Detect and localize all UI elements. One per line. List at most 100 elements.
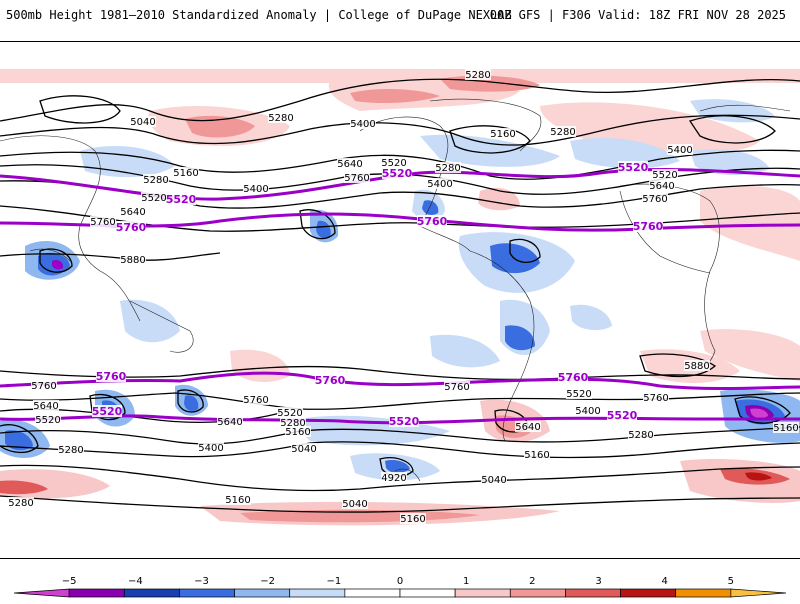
contour-label-bg: [566, 388, 592, 399]
colorbar-svg: −5 −4 −3 −2 −1 0 1 2 3 4 5: [13, 576, 787, 598]
contour-label-bg: [225, 494, 251, 505]
colorbar-segment: [344, 588, 401, 598]
reference-contour-label: 5520: [618, 161, 649, 174]
colorbar-tick-label: −1: [326, 576, 341, 587]
contour-label-bg: [628, 429, 654, 440]
contour-label-bg: [217, 416, 243, 427]
colorbar-segments: [13, 588, 787, 598]
reference-label-bg: [116, 221, 146, 233]
contour-label: 5040: [481, 475, 506, 486]
contour-label: 5040: [291, 444, 316, 455]
reference-contour-label: 5520: [382, 167, 413, 180]
contour-label: 5640: [217, 417, 242, 428]
colorbar-segment: [675, 588, 732, 598]
contour-label: 5400: [667, 145, 692, 156]
contour-label-bg: [243, 394, 269, 405]
colorbar-tick-label: 3: [595, 576, 601, 587]
reference-contour-label: 5520: [607, 409, 638, 422]
contour-label-bg: [120, 254, 146, 265]
contour-label: 5760: [243, 395, 268, 406]
colorbar-segment: [13, 588, 70, 598]
contour-label: 5520: [141, 193, 166, 204]
contour-label: 5040: [342, 499, 367, 510]
contour-label: 5520: [381, 158, 406, 169]
contour-label-bg: [427, 178, 453, 189]
contour-label-bg: [268, 112, 294, 123]
contour-label: 5280: [58, 445, 83, 456]
contour-label: 5160: [773, 423, 798, 434]
contour-label: 5760: [642, 194, 667, 205]
contour-label: 5160: [400, 514, 425, 525]
contour-label-bg: [342, 498, 368, 509]
contour-label-bg: [643, 392, 669, 403]
contour-label-bg: [130, 116, 156, 127]
contour-label-bg: [444, 381, 470, 392]
contour-label-bg: [120, 206, 146, 217]
contour-label: 5160: [225, 495, 250, 506]
contour-label: 5520: [652, 170, 677, 181]
colorbar-segment: [454, 588, 511, 598]
reference-label-bg: [417, 215, 447, 227]
contour-label: 5640: [120, 207, 145, 218]
reference-contour-label: 5760: [633, 220, 664, 233]
contour-label-bg: [575, 405, 601, 416]
contour-label-bg: [490, 128, 516, 139]
contour-label-bg: [649, 180, 675, 191]
map-title: 500mb Height 1981–2010 Standardized Anom…: [6, 8, 512, 22]
contour-label-bg: [773, 422, 799, 433]
reference-contour-label: 5760: [96, 370, 127, 383]
colorbar-segment: [123, 588, 180, 598]
contour-label-bg: [58, 444, 84, 455]
contour-label: 5520: [566, 389, 591, 400]
contour-label: 5760: [643, 393, 668, 404]
contour-label: 5880: [120, 255, 145, 266]
contour-label-bg: [350, 118, 376, 129]
contour-label: 5160: [285, 427, 310, 438]
reference-contour-label: 5520: [92, 405, 123, 418]
contour-label-bg: [515, 421, 541, 432]
contour-label: 5400: [243, 184, 268, 195]
contour-label-bg: [667, 144, 693, 155]
contour-label-bg: [684, 360, 710, 371]
contour-label-bg: [277, 407, 303, 418]
contour-label: 5280: [143, 175, 168, 186]
colorbar: −5 −4 −3 −2 −1 0 1 2 3 4 5: [0, 562, 800, 600]
contour-label-bg: [280, 417, 306, 428]
contour-label: 5400: [350, 119, 375, 130]
colorbar-segment: [68, 588, 125, 598]
reference-label-bg: [558, 371, 588, 383]
contour-label-bg: [337, 158, 363, 169]
contour-label: 5640: [337, 159, 362, 170]
colorbar-segment: [234, 588, 291, 598]
contour-label-bg: [291, 443, 317, 454]
contour-label: 5400: [198, 443, 223, 454]
contour-label-bg: [285, 426, 311, 437]
contour-label: 5160: [173, 168, 198, 179]
colorbar-segment: [565, 588, 621, 598]
colorbar-tick-label: −3: [194, 576, 209, 587]
contour-label-bg: [381, 157, 407, 168]
contour-label: 5760: [344, 173, 369, 184]
contour-label-bg: [481, 474, 507, 485]
reference-contour-label: 5760: [558, 371, 589, 384]
contour-label-bg: [400, 513, 426, 524]
colorbar-segment: [289, 588, 346, 598]
contour-label-bg: [90, 216, 116, 227]
colorbar-tick-label: 2: [529, 576, 535, 587]
contour-label: 5640: [515, 422, 540, 433]
colorbar-segment: [620, 588, 677, 598]
contour-label: 5880: [684, 361, 709, 372]
contour-label: 5760: [90, 217, 115, 228]
colorbar-segment: [730, 588, 787, 598]
anomaly-shading: [0, 42, 800, 558]
reference-contour-label: 5520: [389, 415, 420, 428]
reference-contour-label: 5760: [116, 221, 147, 234]
contour-label-bg: [435, 162, 461, 173]
contour-label: 5400: [427, 179, 452, 190]
contour-label-bg: [344, 172, 370, 183]
colorbar-segment: [509, 588, 566, 598]
colorbar-tick-label: 5: [728, 576, 734, 587]
colorbar-tick-label: 4: [661, 576, 667, 587]
